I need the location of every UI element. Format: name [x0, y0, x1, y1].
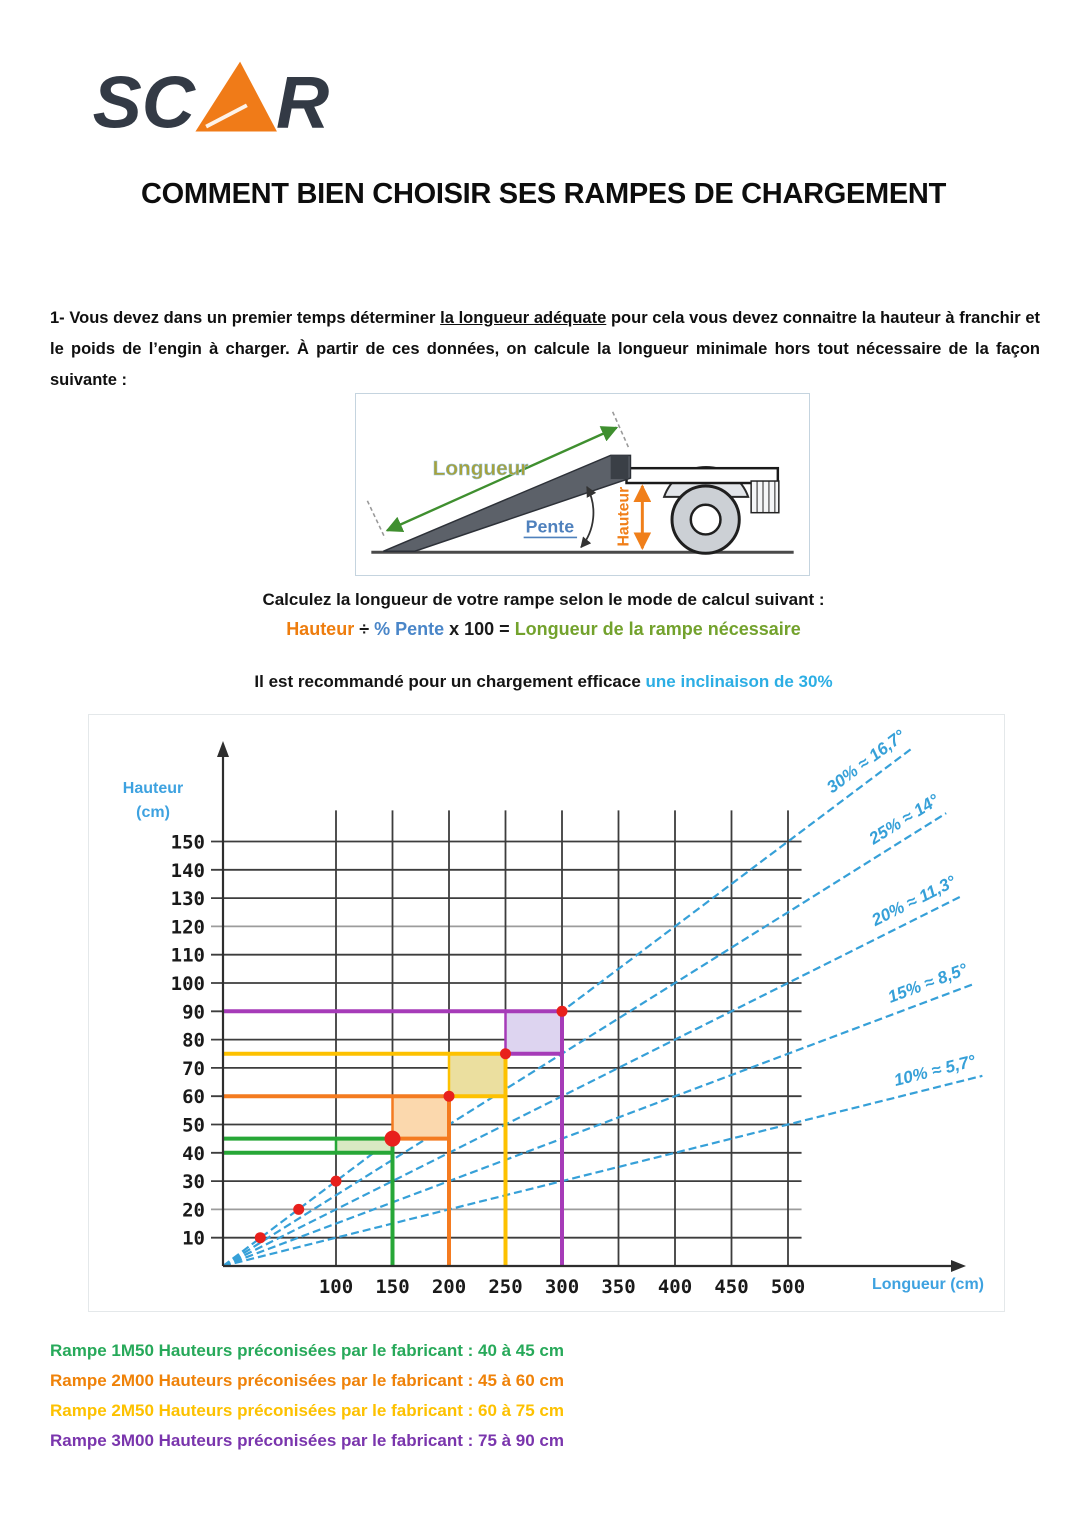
xtick-150: 150: [375, 1276, 409, 1298]
x-axis-arrow-icon: [951, 1260, 966, 1272]
xtick-350: 350: [601, 1276, 635, 1298]
ytick-110: 110: [171, 945, 205, 967]
ramp-box-2: [447, 1052, 507, 1098]
pente-label: Pente: [526, 516, 575, 536]
ytick-120: 120: [171, 916, 205, 938]
ramp-box-0: [334, 1137, 394, 1155]
xtick-100: 100: [319, 1276, 353, 1298]
y-axis-title-line1: Hauteur: [123, 780, 183, 797]
slope-label-1: 25% ≈ 14°: [865, 790, 943, 848]
xtick-300: 300: [545, 1276, 579, 1298]
x-axis-title: Longueur (cm): [872, 1276, 984, 1293]
ramp-diagram: Longueur Pente Hauteur: [355, 393, 810, 576]
trailer-tail-grid: [750, 480, 780, 514]
slope-line-0: [222, 747, 913, 1267]
slope-line-3: [222, 982, 975, 1268]
formula-result: Longueur de la rampe nécessaire: [514, 619, 801, 639]
ramp-hook: [610, 455, 629, 480]
intro-text-before: 1- Vous devez dans un premier temps déte…: [50, 308, 441, 327]
intro-paragraph: 1- Vous devez dans un premier temps déte…: [50, 303, 1040, 396]
ytick-50: 50: [182, 1115, 205, 1137]
legend-rampe-1m50: Rampe 1M50 Hauteurs préconisées par le f…: [50, 1341, 565, 1360]
ytick-130: 130: [171, 888, 205, 910]
xtick-400: 400: [658, 1276, 692, 1298]
longueur-label: Longueur: [433, 457, 529, 480]
logo-text-sc: SC: [93, 61, 197, 144]
ytick-10: 10: [182, 1228, 205, 1250]
ytick-80: 80: [182, 1030, 205, 1052]
scar-logo: SC R: [87, 50, 333, 147]
scar-logo-graphic: SC R: [93, 61, 330, 144]
xtick-450: 450: [714, 1276, 748, 1298]
ytick-20: 20: [182, 1199, 205, 1221]
slope-label-4: 10% ≈ 5,7°: [892, 1051, 978, 1090]
formula-line: Hauteur ÷ % Pente x 100 = Longueur de la…: [0, 619, 1087, 640]
data-point-5: [500, 1048, 511, 1060]
ramp-box-3: [504, 1010, 564, 1055]
formula-divide: ÷: [354, 619, 375, 639]
logo-triangle-slash: [205, 103, 248, 129]
slope-line-1: [222, 812, 947, 1267]
data-point-1: [293, 1203, 305, 1215]
ytick-140: 140: [171, 860, 205, 882]
ytick-150: 150: [171, 832, 205, 854]
y-axis-title-line2: (cm): [136, 804, 170, 821]
dashed-guide-left: [366, 500, 386, 539]
data-point-0: [254, 1232, 266, 1244]
legend-rampe-3m00: Rampe 3M00 Hauteurs préconisées par le f…: [50, 1431, 565, 1450]
slope-line-2: [222, 894, 964, 1267]
ytick-60: 60: [182, 1086, 205, 1108]
logo-triangle-a-icon: [195, 61, 277, 132]
data-point-3: [384, 1130, 401, 1147]
ytick-100: 100: [171, 973, 205, 995]
legend-rampe-2m50: Rampe 2M50 Hauteurs préconisées par le f…: [50, 1401, 565, 1420]
slope-label-3: 15% ≈ 8,5°: [885, 960, 970, 1007]
ytick-40: 40: [182, 1143, 205, 1165]
data-point-6: [556, 1005, 568, 1017]
ramp-chart-svg: 10 20 30 40 50 60 70 80 90 100 110 120 130 140 150 100 1…: [123, 726, 984, 1298]
recommendation-line: Il est recommandé pour un chargement eff…: [0, 672, 1087, 692]
hauteur-label: Hauteur: [615, 487, 632, 547]
ytick-30: 30: [182, 1171, 205, 1193]
page-title: COMMENT BIEN CHOISIR SES RAMPES DE CHARG…: [140, 178, 946, 210]
formula-times100: x 100 =: [444, 619, 515, 639]
y-axis-arrow-icon: [217, 741, 229, 757]
formula-hauteur: Hauteur: [286, 619, 355, 639]
chart-panel: 10 20 30 40 50 60 70 80 90 100 110 120 130 140 150 100 1…: [88, 714, 1005, 1312]
slope-line-4: [222, 1074, 983, 1268]
formula-pente: % Pente: [374, 619, 445, 639]
pente-angle-arrow: [580, 486, 597, 549]
wheel-hub: [689, 503, 722, 536]
intro-underlined-phrase: la longueur adéquate: [440, 308, 607, 327]
legend-rampe-2m00: Rampe 2M00 Hauteurs préconisées par le f…: [50, 1371, 565, 1390]
slope-label-2: 20% ≈ 11,3°: [868, 872, 959, 930]
ramp-diagram-graphic: Longueur Pente Hauteur: [366, 411, 794, 555]
xtick-500: 500: [771, 1276, 805, 1298]
ytick-70: 70: [182, 1058, 205, 1080]
data-point-2: [330, 1175, 342, 1187]
ramp-legend: Rampe 1M50 Hauteurs préconisées par le f…: [50, 1336, 564, 1456]
recommendation-prefix: Il est recommandé pour un chargement eff…: [254, 672, 646, 691]
recommendation-highlight: une inclinaison de 30%: [645, 672, 833, 691]
ytick-90: 90: [182, 1001, 205, 1023]
xtick-200: 200: [432, 1276, 466, 1298]
logo-text-r: R: [276, 61, 329, 144]
intro-text-after: pour cela vous devez connaitre la hauteu…: [50, 308, 1040, 389]
xtick-250: 250: [488, 1276, 522, 1298]
longueur-arrow: [385, 426, 619, 532]
data-point-4: [443, 1090, 455, 1102]
ramp-box-1: [391, 1094, 451, 1140]
calc-instruction: Calculez la longueur de votre rampe selo…: [262, 590, 825, 609]
